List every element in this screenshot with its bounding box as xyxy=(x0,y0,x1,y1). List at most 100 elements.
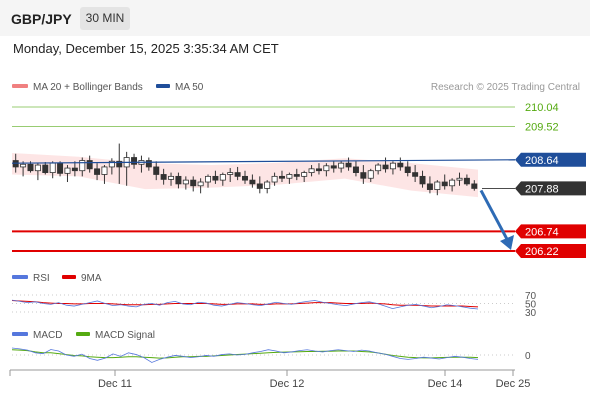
candle-body xyxy=(175,175,182,185)
chart-header: GBP/JPY 30 MIN xyxy=(0,0,590,36)
legend-rsi-ma-swatch xyxy=(62,275,76,279)
candle-body xyxy=(345,162,352,168)
candle-body xyxy=(382,164,389,170)
symbol-label: GBP/JPY xyxy=(11,11,72,27)
candle-body xyxy=(271,175,278,183)
candle-body xyxy=(234,172,241,177)
rsi-tick-label: 70 xyxy=(525,291,537,302)
price-area xyxy=(11,143,516,198)
candle-body xyxy=(323,165,330,172)
candle-body xyxy=(190,179,197,187)
resistance-label: 209.52 xyxy=(525,122,559,134)
candle-body xyxy=(286,174,293,179)
candle-body xyxy=(315,168,322,172)
candle-body xyxy=(338,162,345,169)
candle-body xyxy=(352,166,359,173)
candle-body xyxy=(34,164,41,172)
forecast-arrow-head xyxy=(500,235,514,250)
candle-body xyxy=(397,162,404,168)
candle-body xyxy=(108,160,115,168)
candle-body xyxy=(205,175,212,183)
rsi-tick-label: 30 xyxy=(525,308,537,319)
candle-body xyxy=(145,160,152,168)
candle-body xyxy=(116,160,123,168)
candle-body xyxy=(242,175,248,181)
legend-rsi-ma-label: 9MA xyxy=(81,273,102,284)
support-tag xyxy=(515,224,586,239)
candle-body xyxy=(308,168,315,173)
forecast-arrow xyxy=(479,189,510,242)
candle-body xyxy=(197,181,204,187)
x-tick-label: Dec 11 xyxy=(98,378,132,390)
candle-body xyxy=(256,183,263,189)
candle-body xyxy=(471,183,478,189)
timeframe-button[interactable]: 30 MIN xyxy=(80,7,130,30)
legend-ma20-swatch xyxy=(12,84,28,88)
candle-body xyxy=(57,162,64,174)
ma50-tag xyxy=(515,152,586,167)
source-label: Research © 2025 Trading Central xyxy=(431,82,580,93)
candle-body xyxy=(360,172,367,179)
candle-body xyxy=(79,160,86,172)
candle-body xyxy=(101,166,108,175)
x-tick-label: Dec 25 xyxy=(496,378,531,390)
candle-body xyxy=(404,166,411,173)
candle-body xyxy=(42,164,49,173)
candle-body xyxy=(131,157,138,165)
chart-datetime: Monday, December 15, 2025 3:35:34 AM CET xyxy=(13,41,279,56)
candle-body xyxy=(449,179,456,187)
candle-body xyxy=(375,164,382,172)
candle-body xyxy=(249,179,256,185)
candle-body xyxy=(212,175,219,181)
candle-body xyxy=(434,181,441,190)
x-axis: Dec 11 Dec 12 Dec 14 Dec 25 xyxy=(98,370,530,390)
candle-body xyxy=(86,160,93,170)
candle-body xyxy=(49,162,56,173)
candle-body xyxy=(71,167,78,172)
candle-body xyxy=(293,174,300,177)
legend-macd-swatch xyxy=(12,332,28,336)
support-label: 206.22 xyxy=(525,246,559,258)
candle-body xyxy=(412,172,419,177)
legend-ma50-label: MA 50 xyxy=(175,82,204,93)
candle-body xyxy=(301,172,308,177)
resistance-label: 210.04 xyxy=(525,102,559,114)
candle-body xyxy=(168,175,175,180)
legend-rsi-swatch xyxy=(12,275,28,279)
candle-body xyxy=(463,177,470,185)
rsi-line xyxy=(11,299,479,310)
support-label: 206.74 xyxy=(525,226,559,238)
candle-body xyxy=(64,167,71,174)
candle-body xyxy=(419,175,426,185)
candle-body xyxy=(227,172,234,175)
candle-body xyxy=(94,168,101,175)
legend-macd-signal-swatch xyxy=(76,332,90,336)
rsi-tick-label: 50 xyxy=(525,300,537,311)
candle-body xyxy=(367,170,374,179)
macd-tick-label: 0 xyxy=(525,351,531,362)
candle-body xyxy=(182,179,189,185)
x-tick-label: Dec 14 xyxy=(428,378,463,390)
legend-macd-signal-label: MACD Signal xyxy=(95,330,155,341)
legend-macd-label: MACD xyxy=(33,330,62,341)
candle-body xyxy=(219,174,226,181)
legend-ma20-label: MA 20 + Bollinger Bands xyxy=(33,82,143,93)
current-price-tag xyxy=(515,181,586,196)
candle-body xyxy=(426,183,433,190)
legend-ma50-swatch xyxy=(156,84,170,88)
macd-line xyxy=(11,347,479,363)
ma50-label: 208.64 xyxy=(525,155,559,167)
current-price-label: 207.88 xyxy=(525,183,559,195)
level-lines: 210.04 209.52 208.64 207.88 206.74 206.22 xyxy=(12,102,586,258)
candle-body xyxy=(160,174,167,180)
candle-body xyxy=(20,163,27,168)
macd-panel: 0 xyxy=(11,347,531,363)
candle-body xyxy=(264,181,271,189)
x-tick-label: Dec 12 xyxy=(270,378,305,390)
candle-body xyxy=(153,166,160,175)
candle-body xyxy=(27,163,34,172)
candle-body xyxy=(278,175,285,179)
candle-body xyxy=(456,177,463,181)
